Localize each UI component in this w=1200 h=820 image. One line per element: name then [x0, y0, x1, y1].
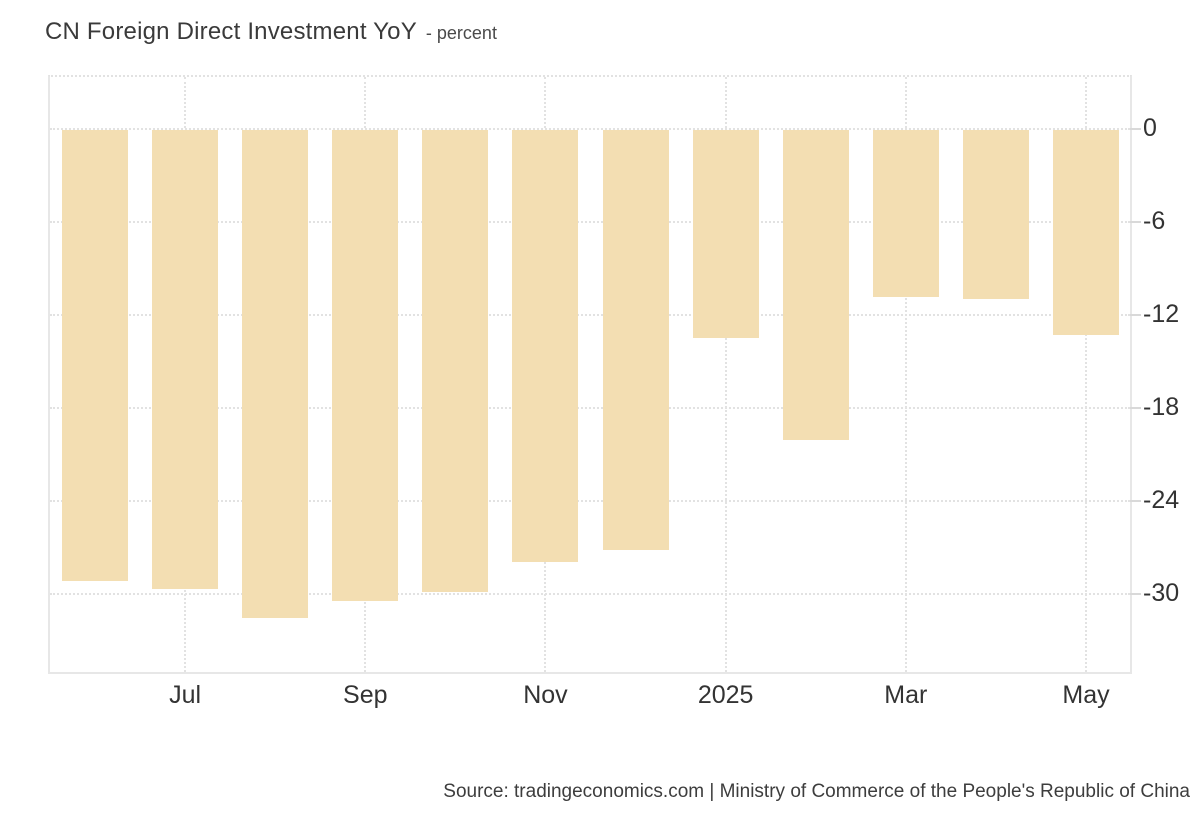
y-tick-mark — [1130, 500, 1141, 502]
y-tick-label: -12 — [1143, 299, 1180, 328]
y-tick-label: -6 — [1143, 206, 1166, 235]
bar — [62, 130, 128, 581]
x-tick-label: Mar — [884, 681, 928, 709]
y-gridline — [50, 407, 1130, 409]
bar — [152, 130, 219, 589]
y-gridline — [50, 128, 1130, 130]
y-tick-mark — [1130, 314, 1141, 316]
x-gridline — [1084, 77, 1087, 672]
y-tick-label: -30 — [1143, 578, 1180, 607]
chart-unit-subtitle: - percent — [425, 23, 497, 43]
x-tick-label: Sep — [343, 681, 388, 709]
bar — [1052, 130, 1119, 335]
x-gridline — [904, 77, 907, 672]
y-tick-label: -24 — [1143, 485, 1180, 514]
bar — [602, 130, 669, 550]
y-gridline — [50, 314, 1130, 316]
bar — [692, 130, 759, 338]
bar — [422, 130, 489, 592]
y-gridline — [50, 593, 1130, 595]
x-tick-label: Jul — [169, 681, 202, 709]
y-tick-mark — [1130, 221, 1141, 223]
bar — [962, 130, 1029, 299]
x-gridline — [724, 77, 727, 672]
chart-title: CN Foreign Direct Investment YoY — [45, 18, 417, 45]
chart-header: CN Foreign Direct Investment YoY - perce… — [45, 18, 497, 46]
bar — [242, 130, 309, 618]
bar — [782, 130, 849, 440]
bar — [332, 130, 399, 601]
y-tick-label: -18 — [1143, 392, 1180, 421]
bar — [512, 130, 579, 562]
source-attribution: Source: tradingeconomics.com | Ministry … — [443, 781, 1190, 802]
y-gridline — [50, 500, 1130, 502]
x-tick-label: May — [1062, 681, 1110, 709]
y-tick-label: 0 — [1143, 113, 1157, 142]
y-tick-mark — [1130, 593, 1141, 595]
bar — [872, 130, 939, 297]
x-tick-label: 2025 — [697, 681, 754, 709]
y-tick-mark — [1130, 128, 1141, 130]
x-tick-label: Nov — [523, 681, 568, 709]
y-tick-mark — [1130, 407, 1141, 409]
plot-area: 0 -6 -12 -18 -24 -30 Jul Sep Nov 2025 Mar May — [48, 75, 1179, 709]
y-gridline — [50, 221, 1130, 223]
